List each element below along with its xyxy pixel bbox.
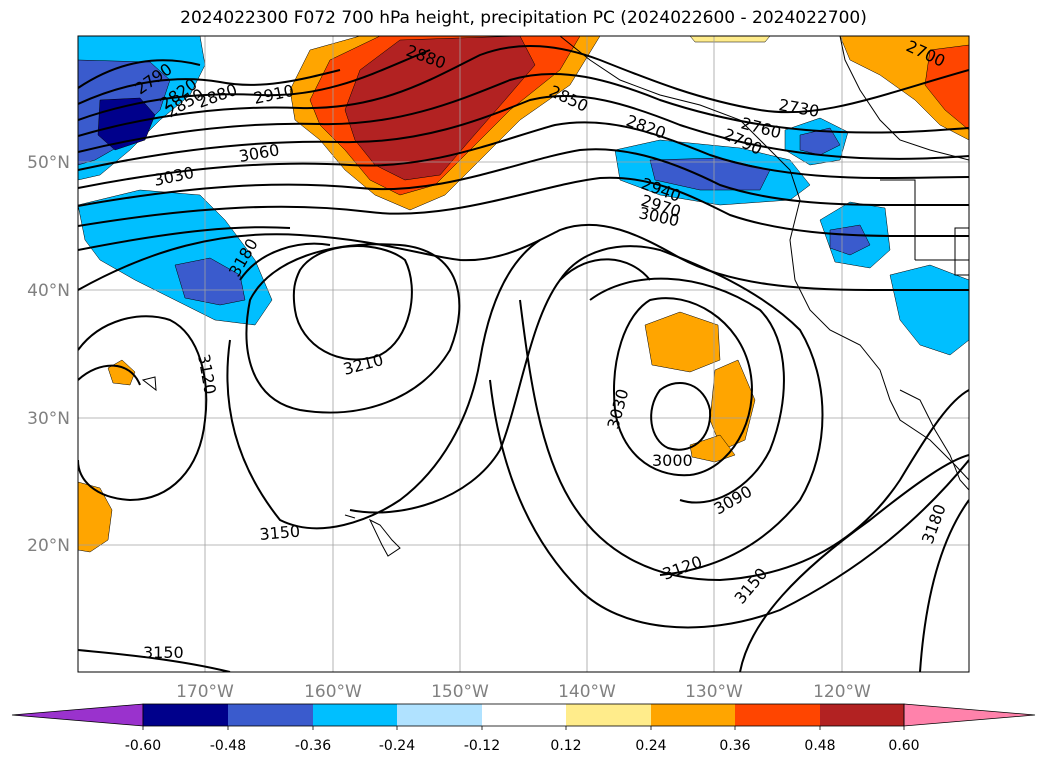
map-area: 2790 2820 2850 2880 2910 3030 3060 3180 … [78, 36, 969, 672]
precip-pos-region-sw [78, 481, 113, 553]
colorbar-segment [143, 704, 228, 726]
lon-label-140w: 140°W [558, 682, 616, 702]
map-frame [77, 35, 970, 673]
colorbar-tick-label: 0.60 [888, 738, 919, 754]
colorbar-tick-label: -0.36 [295, 738, 331, 754]
coastlines [141, 36, 969, 557]
colorbar-segment [735, 704, 820, 726]
precip-neg-region-uswest2 [889, 264, 969, 356]
colorbar-segment [651, 704, 735, 726]
lon-label-150w: 150°W [431, 682, 489, 702]
colorbar-tick-label: -0.24 [379, 738, 415, 754]
colorbar-tick-label: 0.48 [804, 738, 835, 754]
colorbar-segment [313, 704, 397, 726]
colorbar-tick-label: -0.12 [464, 738, 500, 754]
lat-label-50n: 50°N [27, 153, 70, 173]
colorbar-extend-right [903, 703, 1036, 727]
colorbar-segment [397, 704, 482, 726]
precip-pos-region-cpac [644, 311, 721, 373]
precip-neg-region-w-core [174, 257, 246, 306]
contour-label: 3150 [259, 522, 301, 544]
lat-labels: 50°N 40°N 30°N 20°N [27, 153, 70, 556]
lat-label-30n: 30°N [27, 409, 70, 429]
precip-pos-region-top [689, 36, 771, 43]
precip-neg-region-bc-core [799, 127, 841, 156]
gridlines [78, 36, 969, 672]
colorbar-segment [228, 704, 313, 726]
colorbar-tick-label: -0.60 [125, 738, 161, 754]
lon-labels: 170°W 160°W 150°W 140°W 130°W 120°W [176, 682, 871, 702]
colorbar: -0.60 -0.48 -0.36 -0.24 -0.12 0.12 0.24 … [11, 703, 1036, 754]
colorbar-extend-left [11, 703, 144, 727]
colorbar-segment [482, 704, 566, 726]
figure-title: 2024022300 F072 700 hPa height, precipit… [180, 8, 867, 28]
colorbar-frame [142, 703, 905, 727]
colorbar-tick-label: 0.36 [719, 738, 750, 754]
colorbar-tick-label: 0.12 [550, 738, 581, 754]
lat-label-40n: 40°N [27, 281, 70, 301]
colorbar-segment [566, 704, 651, 726]
colorbar-tick-label: 0.24 [635, 738, 666, 754]
lon-label-130w: 130°W [685, 682, 743, 702]
precip-neg-region-uswest-core [829, 224, 871, 256]
contour-label: 3150 [143, 643, 184, 662]
precip-pos-region-goa-core [344, 36, 536, 181]
lon-label-170w: 170°W [176, 682, 234, 702]
contour-label: 3000 [652, 451, 693, 470]
lon-label-160w: 160°W [304, 682, 362, 702]
lat-label-20n: 20°N [27, 536, 70, 556]
precip-pos-region-ne-core [924, 44, 969, 131]
colorbar-segment [820, 704, 904, 726]
lon-label-120w: 120°W [813, 682, 871, 702]
colorbar-tick-label: -0.48 [210, 738, 246, 754]
height-contours [78, 44, 969, 672]
